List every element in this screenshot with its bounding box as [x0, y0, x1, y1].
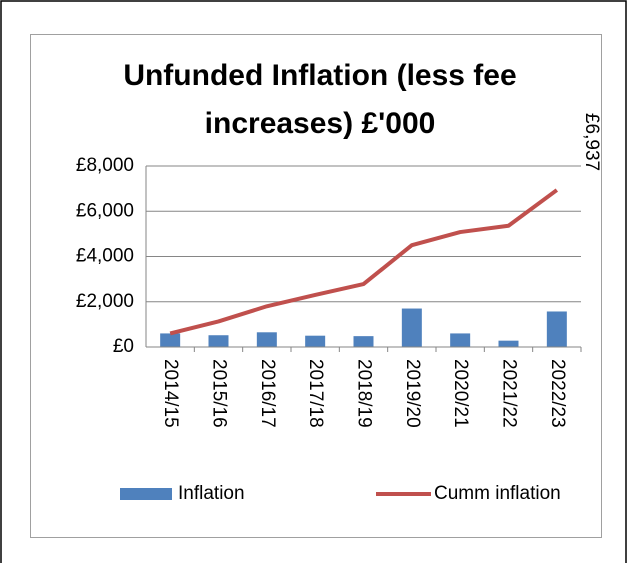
y-tick-label: £4,000	[76, 246, 134, 267]
legend-label: Cumm inflation	[434, 483, 561, 504]
x-tick-label: 2015/16	[208, 359, 229, 428]
x-tick-label: 2014/15	[160, 359, 181, 428]
chart-border	[30, 34, 602, 538]
legend-label: Inflation	[178, 483, 245, 504]
x-tick-label: 2021/22	[498, 359, 519, 428]
line	[169, 188, 559, 336]
x-tick-label: 2016/17	[257, 359, 278, 428]
bar	[498, 340, 519, 347]
y-tick-label: £6,000	[76, 200, 134, 221]
y-tick-label: £0	[113, 336, 134, 357]
x-tick-label: 2018/19	[353, 359, 374, 428]
y-tick-label: £8,000	[76, 155, 134, 176]
x-tick-label: 2022/23	[547, 359, 568, 428]
data-label: £6,937	[581, 113, 602, 171]
legend-swatch	[120, 488, 172, 500]
chart-title: Unfunded Inflation (less fee increases) …	[123, 59, 517, 140]
bar	[208, 335, 229, 347]
bar	[256, 332, 277, 347]
bar	[160, 333, 181, 347]
bar	[305, 335, 326, 347]
bar	[353, 336, 374, 347]
x-tick-label: 2019/20	[402, 359, 423, 428]
bar	[546, 311, 567, 347]
y-tick-label: £2,000	[76, 291, 134, 312]
x-tick-label: 2020/21	[450, 359, 471, 428]
x-tick-label: 2017/18	[305, 359, 326, 428]
bar	[450, 333, 471, 347]
bar	[401, 308, 422, 347]
